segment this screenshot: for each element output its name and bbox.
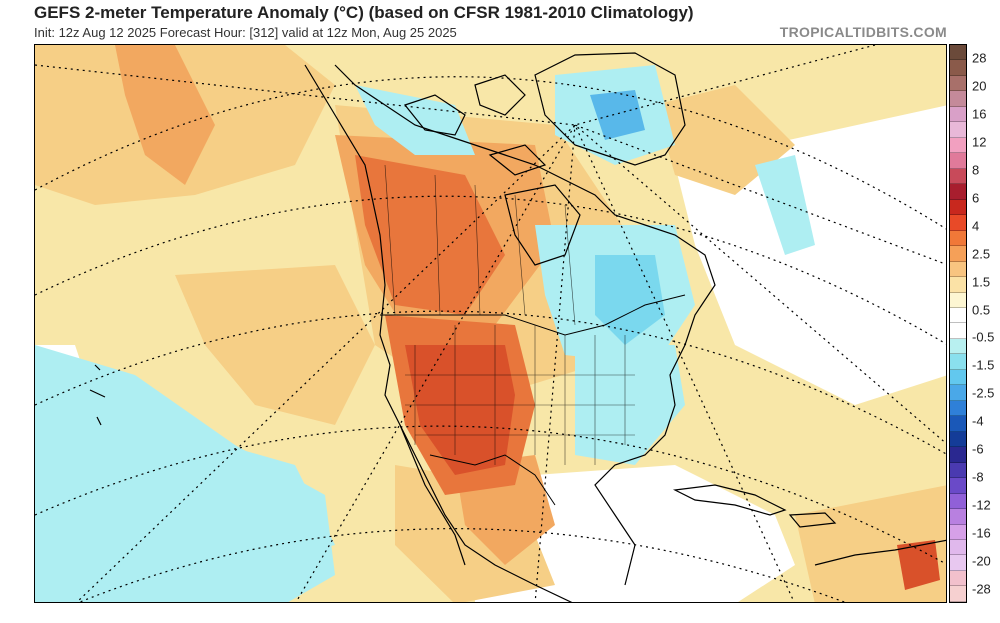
warm-alaska-gulf xyxy=(115,45,215,185)
colorbar-tick-label: -2.5 xyxy=(972,385,995,401)
canada-us-border xyxy=(380,294,686,336)
meridian-1 xyxy=(35,64,576,126)
coastline-aleutians xyxy=(89,364,106,426)
colorbar-swatch xyxy=(950,447,966,463)
coastline-arctic-islands xyxy=(403,74,547,176)
us-mexico-border xyxy=(429,454,556,506)
colorbar-tick-label: 6 xyxy=(972,190,980,206)
colorbar-ticks: 28 20 16 12 8 6 4 2.5 1.5 0.5 -0.5 -1.5 -2.5 -4 -6 -8 -1… xyxy=(970,44,1000,603)
meridian-6 xyxy=(574,124,946,445)
colorbar xyxy=(949,44,967,603)
meridian-5 xyxy=(574,124,795,602)
colorbar-swatch xyxy=(950,199,966,216)
cool-atlantic-streak xyxy=(755,155,815,255)
us-state-lines xyxy=(405,325,635,465)
warm-pacific-east xyxy=(175,265,375,425)
cool-quebec-core xyxy=(595,255,665,345)
colorbar-swatch xyxy=(950,385,966,401)
colorbar-tick-label: 16 xyxy=(972,106,987,122)
colorbar-swatch xyxy=(950,230,966,247)
coastline-north-america xyxy=(304,64,716,602)
colorbar-swatch xyxy=(950,91,966,107)
colorbar-swatch xyxy=(950,292,966,308)
colorbar-tick-label: -20 xyxy=(972,553,991,569)
colorbar-tick-label: 20 xyxy=(972,78,987,94)
colorbar-tick-label: -0.5 xyxy=(972,329,995,345)
anomaly-map[interactable] xyxy=(34,44,947,603)
colorbar-tick-label: -28 xyxy=(972,581,991,597)
coastline-baja xyxy=(399,424,466,566)
colorbar-tick-label: -4 xyxy=(972,413,984,429)
colorbar-swatch xyxy=(950,462,966,479)
colorbar-swatch xyxy=(950,60,966,76)
colorbar-swatch xyxy=(950,416,966,432)
lat-circle-1 xyxy=(35,76,946,230)
coastline-greenland xyxy=(534,52,686,166)
lat-circle-4 xyxy=(35,425,946,565)
colorbar-swatch xyxy=(950,431,966,448)
forecast-info: Init: 12z Aug 12 2025 Forecast Hour: [31… xyxy=(34,25,457,40)
cool-greenland-core xyxy=(590,90,645,140)
colorbar-swatch xyxy=(950,246,966,262)
colorbar-swatch xyxy=(950,45,966,61)
meridian-4 xyxy=(534,124,576,602)
canada-province-lines xyxy=(384,164,576,326)
colorbar-tick-label: 2.5 xyxy=(972,246,991,262)
colorbar-swatch xyxy=(950,540,966,556)
meridian-7 xyxy=(574,124,946,265)
colorbar-swatch xyxy=(950,106,966,123)
colorbar-tick-label: 28 xyxy=(972,50,987,66)
meridian-8 xyxy=(574,45,876,126)
colorbar-tick-label: 12 xyxy=(972,134,987,150)
colorbar-tick-label: 1.5 xyxy=(972,274,991,290)
source-credit[interactable]: TROPICALTIDBITS.COM xyxy=(779,24,947,40)
colorbar-swatch xyxy=(950,400,966,417)
map-title: GEFS 2-meter Temperature Anomaly (°C) (b… xyxy=(34,3,694,22)
colorbar-tick-label: 0.5 xyxy=(972,302,991,318)
hot-westus-core xyxy=(405,345,515,475)
colorbar-swatch xyxy=(950,493,966,510)
meridian-2 xyxy=(76,124,576,602)
colorbar-swatch xyxy=(950,524,966,540)
colorbar-swatch xyxy=(950,153,966,169)
colorbar-swatch xyxy=(950,509,966,525)
colorbar-swatch xyxy=(950,277,966,293)
colorbar-tick-label: -12 xyxy=(972,497,991,513)
meridian-3 xyxy=(295,124,576,602)
colorbar-tick-label: 4 xyxy=(972,218,980,234)
colorbar-tick-label: 8 xyxy=(972,162,980,178)
colorbar-swatch xyxy=(950,215,966,231)
colorbar-swatch xyxy=(950,261,966,278)
colorbar-swatch xyxy=(950,586,966,602)
cool-arctic-islands xyxy=(355,85,475,155)
colorbar-swatch xyxy=(950,137,966,154)
colorbar-swatch xyxy=(950,369,966,386)
cool-pacific-band xyxy=(155,425,335,565)
coastline-cuba xyxy=(672,484,787,516)
colorbar-tick-label: -16 xyxy=(972,525,991,541)
colorbar-swatch xyxy=(950,122,966,138)
colorbar-swatch xyxy=(950,323,966,339)
coastline-caribbean-south xyxy=(814,539,946,566)
colorbar-swatch xyxy=(950,478,966,494)
colorbar-swatch xyxy=(950,555,966,571)
colorbar-swatch xyxy=(950,338,966,355)
colorbar-tick-label: -6 xyxy=(972,441,984,457)
colorbar-swatch xyxy=(950,354,966,370)
coastline-hudson-bay xyxy=(504,184,581,266)
colorbar-tick-label: -8 xyxy=(972,469,984,485)
colorbar-swatch xyxy=(950,168,966,185)
map-canvas xyxy=(35,45,946,602)
colorbar-swatch xyxy=(950,75,966,92)
colorbar-swatch xyxy=(950,570,966,587)
hot-caribbean-spot xyxy=(897,540,940,590)
coastline-hispaniola xyxy=(788,512,837,528)
colorbar-swatch xyxy=(950,184,966,200)
lat-circle-3 xyxy=(35,310,946,455)
colorbar-swatch xyxy=(950,307,966,324)
colorbar-tick-label: -1.5 xyxy=(972,357,995,373)
